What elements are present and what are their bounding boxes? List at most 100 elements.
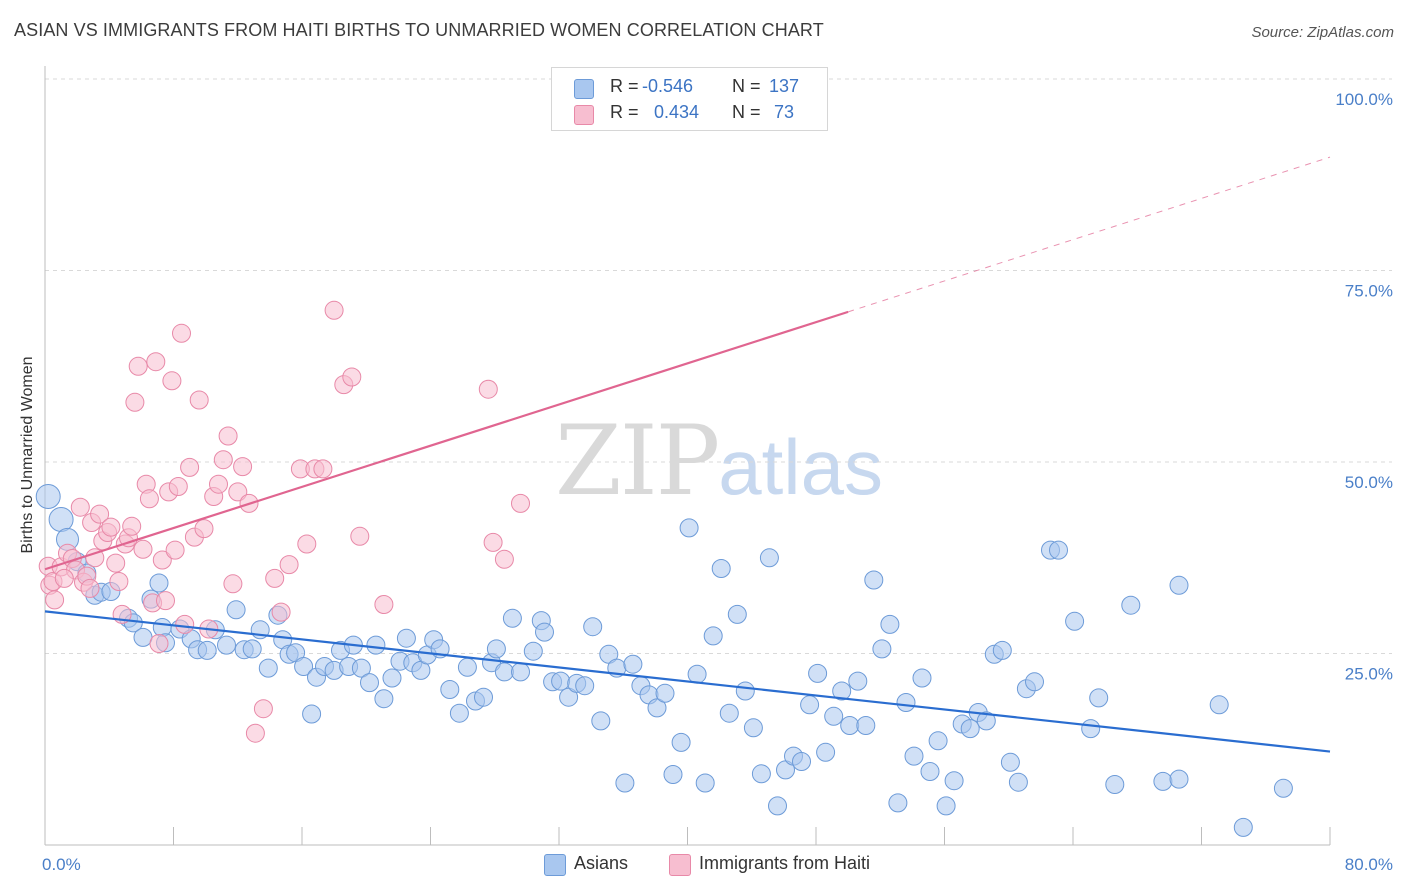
series-legend: Asians Immigrants from Haiti (0, 853, 1406, 877)
asian-point (1000, 752, 1020, 772)
haiti-point (168, 477, 188, 496)
asian-point (575, 676, 595, 696)
asian-point (1169, 769, 1189, 789)
asian-point (647, 698, 667, 718)
asian-point (711, 559, 731, 578)
asian-point (904, 746, 924, 766)
asian-point (48, 507, 74, 532)
haiti-point (374, 595, 394, 614)
series-haiti-points (38, 69, 771, 743)
haiti-point (106, 553, 126, 573)
asian-point (1105, 775, 1125, 794)
asian-point (743, 718, 763, 738)
y-tick-label: 25.0% (1345, 665, 1393, 684)
source-label: Source: ZipAtlas.com (1251, 24, 1394, 41)
legend-r-value: 0.434 (654, 102, 700, 122)
asian-point (35, 484, 61, 509)
haiti-point (342, 367, 362, 387)
haiti-point (218, 426, 238, 446)
asian-point (374, 689, 394, 709)
haiti-point (350, 526, 370, 546)
asian-point (226, 600, 246, 620)
asian-point (768, 796, 787, 816)
asian-point (888, 793, 908, 813)
asian-point (880, 614, 900, 634)
watermark-atlas: atlas (718, 423, 883, 511)
asian-point (242, 639, 262, 659)
haiti-point (162, 371, 182, 391)
series-asians-points (35, 484, 1293, 837)
asian-point (1065, 611, 1085, 631)
haiti-point (180, 457, 200, 477)
haiti-point (478, 379, 498, 399)
asian-point (816, 742, 836, 762)
legend-n-label: N = (732, 102, 761, 122)
haiti-point (213, 450, 233, 470)
asian-point (800, 695, 820, 715)
asian-point (583, 617, 603, 637)
asian-point (1081, 719, 1101, 739)
haiti-point (245, 723, 265, 743)
asian-point (1169, 575, 1189, 595)
legend-n-value: 73 (774, 102, 795, 122)
asian-point (511, 662, 530, 682)
asian-point (1025, 672, 1044, 692)
asian-point (535, 622, 554, 642)
trend-lines (44, 156, 1331, 753)
asian-point (896, 693, 916, 712)
asian-point (1121, 595, 1141, 615)
correlation-legend: R = -0.546 N = 137 R = 0.434 N = 73 (551, 67, 828, 131)
asian-point (920, 762, 940, 781)
asian-point (494, 662, 514, 682)
asian-point (856, 716, 876, 735)
asian-point (440, 680, 460, 699)
asian-point (1273, 778, 1293, 798)
haiti-point (149, 634, 169, 653)
asian-point (928, 731, 948, 751)
haiti-point (128, 356, 148, 376)
x-tick-label: 0.0% (42, 855, 81, 874)
chart-title: ASIAN VS IMMIGRANTS FROM HAITI BIRTHS TO… (14, 20, 824, 40)
haiti-trend-extension (847, 156, 1331, 313)
haiti-point (324, 300, 344, 320)
haiti-trend-line (44, 310, 849, 571)
haiti-point (209, 474, 228, 494)
asian-point (992, 640, 1012, 660)
asian-point (396, 628, 416, 648)
asian-point (486, 639, 506, 659)
haiti-point (297, 534, 317, 554)
asian-point (695, 773, 715, 793)
asian-point (1008, 772, 1028, 792)
haiti-point (146, 352, 166, 372)
asian-point (824, 706, 844, 726)
asian-point (1233, 817, 1253, 837)
legend-swatch-haiti (574, 105, 594, 125)
asian-point (382, 668, 402, 688)
haiti-point (228, 482, 248, 502)
asian-point (591, 711, 611, 731)
haiti-point (80, 578, 100, 598)
asian-point (663, 765, 683, 784)
haiti-point (152, 550, 172, 570)
asian-point (615, 773, 635, 793)
haiti-point (109, 572, 129, 591)
haiti-point (483, 532, 503, 552)
haiti-point (70, 497, 90, 517)
haiti-point (279, 555, 299, 575)
asian-point (1089, 688, 1109, 708)
haiti-point (45, 590, 65, 610)
asian-point (703, 626, 723, 646)
asian-point (912, 668, 932, 688)
asian-point (197, 640, 217, 660)
x-tick-label: 80.0% (1345, 855, 1393, 874)
y-tick-label: 50.0% (1345, 473, 1393, 492)
asian-point (944, 771, 964, 791)
asian-point (152, 618, 172, 637)
asian-point (864, 570, 884, 590)
asian-point (848, 671, 868, 691)
legend-swatch-asians (574, 79, 594, 99)
haiti-point (494, 549, 514, 569)
asian-point (474, 687, 493, 707)
asian-point (302, 704, 322, 724)
asian-point (719, 703, 739, 723)
